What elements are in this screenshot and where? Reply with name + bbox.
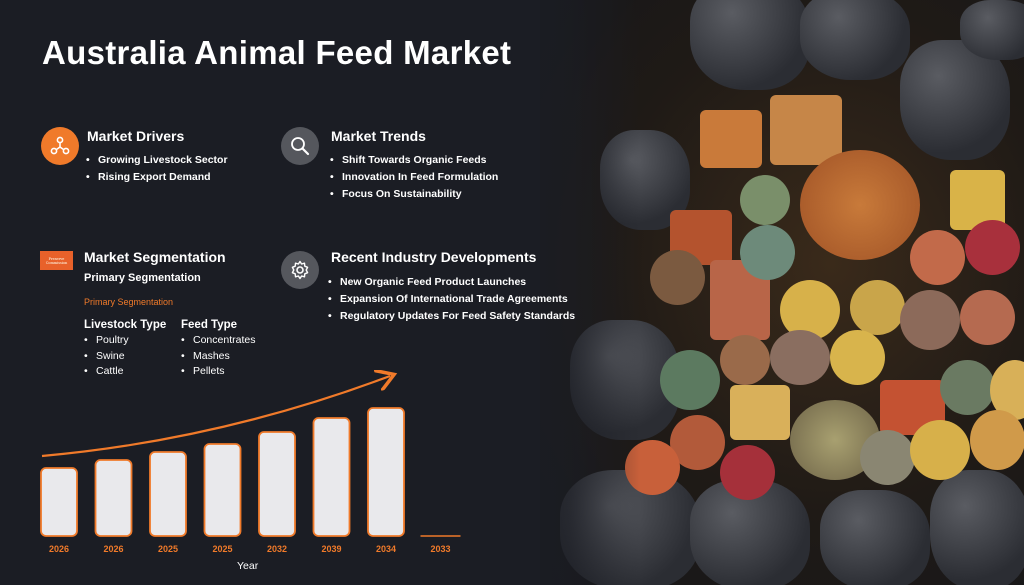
developments-list: New Organic Feed Product Launches Expans… xyxy=(328,274,575,325)
developments-heading: Recent Industry Developments xyxy=(331,249,537,265)
search-icon xyxy=(281,127,319,165)
tick-label-6: 2034 xyxy=(376,544,396,554)
feed-pellets-photo xyxy=(540,0,1024,585)
list-item: Poultry xyxy=(82,333,129,349)
bar-4 xyxy=(258,431,296,537)
bar-5 xyxy=(312,417,351,537)
drivers-heading: Market Drivers xyxy=(87,128,185,144)
gear-icon xyxy=(281,251,319,289)
tick-label-4: 2032 xyxy=(267,544,287,554)
segmentation-heading: Market Segmentation xyxy=(84,249,226,265)
network-icon xyxy=(41,127,79,165)
bar-1 xyxy=(94,459,133,537)
tick-label-2: 2025 xyxy=(158,544,178,554)
list-item: Expansion Of International Trade Agreeme… xyxy=(328,291,575,308)
tick-label-5: 2039 xyxy=(321,544,341,554)
bar-0 xyxy=(40,467,78,537)
list-item: Rising Export Demand xyxy=(86,169,228,186)
feed-type-heading: Feed Type xyxy=(181,319,238,331)
list-item: Focus On Sustainability xyxy=(330,186,498,203)
list-item: Pellets xyxy=(179,364,255,380)
list-item: Innovation In Feed Formulation xyxy=(330,169,498,186)
list-item: New Organic Feed Product Launches xyxy=(328,274,575,291)
list-item: Swine xyxy=(82,349,129,365)
feed-type-list: Concentrates Mashes Pellets xyxy=(179,333,255,380)
tick-label-3: 2025 xyxy=(212,544,232,554)
primary-segmentation-sublabel: Primary Segmentation xyxy=(84,297,174,307)
brand-logo: Preserve Commission xyxy=(40,251,73,270)
drivers-list: Growing Livestock Sector Rising Export D… xyxy=(86,152,228,186)
trends-heading: Market Trends xyxy=(331,128,426,144)
list-item: Mashes xyxy=(179,349,255,365)
bar-2 xyxy=(149,451,187,537)
primary-segmentation-label: Primary Segmentation xyxy=(84,272,201,284)
page-title: Australia Animal Feed Market xyxy=(42,34,512,71)
growth-bar-chart: 2026 2026 2025 2025 2032 2039 2034 2033 xyxy=(40,370,461,554)
tick-label-0: 2026 xyxy=(49,544,69,554)
tick-label-7: 2033 xyxy=(430,544,450,554)
tick-label-1: 2026 xyxy=(103,544,123,554)
trends-list: Shift Towards Organic Feeds Innovation I… xyxy=(330,152,498,203)
livestock-type-list: Poultry Swine Cattle xyxy=(82,333,129,380)
list-item: Shift Towards Organic Feeds xyxy=(330,152,498,169)
livestock-type-heading: Livestock Type xyxy=(84,319,167,331)
x-axis-label: Year xyxy=(237,560,259,572)
list-item: Growing Livestock Sector xyxy=(86,152,228,169)
list-item: Concentrates xyxy=(179,333,255,349)
bar-6 xyxy=(367,407,405,537)
list-item: Regulatory Updates For Feed Safety Stand… xyxy=(328,308,575,325)
list-item: Cattle xyxy=(82,364,129,380)
bar-3 xyxy=(203,443,242,537)
trend-arrow xyxy=(41,376,390,458)
